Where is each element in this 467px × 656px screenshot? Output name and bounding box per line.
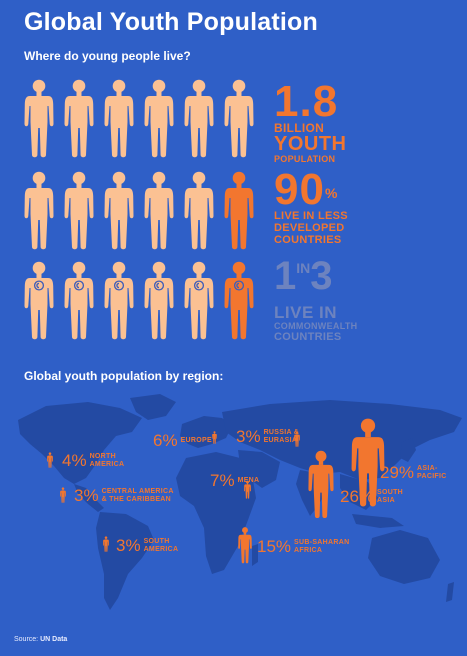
stat-less-developed-line3: COUNTRIES [274, 234, 342, 246]
person-figure-icon [24, 261, 54, 340]
person-figure-icon [184, 171, 214, 250]
person-figure-icon [224, 79, 254, 158]
stat-commonwealth-num: 1 [274, 254, 297, 298]
world-map-land [18, 394, 462, 610]
person-figure-icon [24, 79, 54, 158]
page-title: Global Youth Population [24, 8, 318, 36]
person-figure-icon [144, 171, 174, 250]
stat-commonwealth-line3: COUNTRIES [274, 331, 342, 343]
figure-central-america [60, 487, 66, 503]
region-label-mena: 7% MENA [210, 471, 260, 490]
stat-less-developed-unit: % [324, 185, 339, 201]
person-figure-icon [184, 79, 214, 158]
stat-youth-total-line3: POPULATION [274, 154, 336, 164]
world-map [18, 394, 462, 610]
region-label-south-america: 3% SOUTH AMERICA [116, 536, 179, 555]
stat-less-developed-line2: DEVELOPED [274, 222, 345, 234]
people-grid [24, 79, 254, 340]
person-figure-icon [24, 171, 54, 250]
stat-commonwealth-in: IN [296, 260, 311, 276]
person-figure-icon [104, 171, 134, 250]
person-figure-icon [104, 79, 134, 158]
stat-less-developed-line1: LIVE IN LESS [274, 210, 348, 222]
stat-youth-total-line2: YOUTH [274, 133, 347, 155]
stat-youth-total-line1: BILLION [274, 121, 325, 135]
region-label-asia-pacific: 29% ASIA- PACIFIC [380, 463, 447, 482]
region-label-russia: 3% RUSSIA & EURASIA [236, 427, 300, 446]
person-figure-icon [224, 261, 254, 340]
stat-commonwealth-line1: LIVE IN [274, 303, 338, 322]
stat-less-developed: 90% LIVE IN LESS DEVELOPED COUNTRIES [274, 168, 348, 247]
person-figure-icon [144, 79, 174, 158]
region-label-south-asia: 26% SOUTH ASIA [340, 487, 404, 506]
person-figure-icon [224, 171, 254, 250]
person-figure-icon [64, 261, 94, 340]
person-figure-icon [64, 79, 94, 158]
source-note: Source: UN Data [14, 636, 68, 643]
page-subtitle: Where do young people live? [24, 49, 191, 63]
regions-title: Global youth population by region: [24, 369, 224, 383]
stat-commonwealth-den: 3 [310, 254, 333, 298]
person-figure-icon [144, 261, 174, 340]
stat-commonwealth-line2: COMMONWEALTH [274, 321, 358, 331]
person-figure-icon [184, 261, 214, 340]
region-label-europe: 6% EUROPE [153, 431, 212, 450]
region-label-central-america: 3% CENTRAL AMERICA & THE CARIBBEAN [74, 486, 174, 505]
stat-youth-total: 1.8 BILLION YOUTH POPULATION [274, 77, 347, 165]
person-figure-icon [64, 171, 94, 250]
region-label-ssa: 15% SUB-SAHARAN AFRICA [257, 537, 350, 556]
stat-commonwealth: 1IN3 LIVE IN COMMONWEALTH COUNTRIES [274, 256, 357, 343]
region-label-north-america: 4% NORTH AMERICA [62, 451, 125, 470]
stat-youth-total-value: 1.8 [274, 77, 339, 126]
stat-less-developed-value: 90 [274, 165, 325, 214]
person-figure-icon [104, 261, 134, 340]
